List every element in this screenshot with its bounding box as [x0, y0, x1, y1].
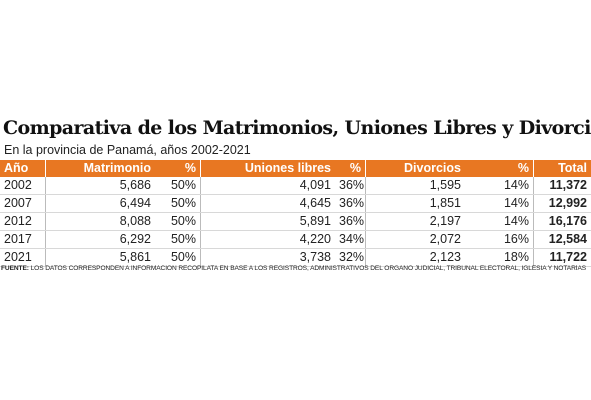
table-cell: 50% — [170, 214, 196, 228]
table-cell: 36% — [339, 178, 365, 192]
title: Comparativa de los Matrimonios, Uniones … — [3, 117, 591, 139]
table-cell: 12,992 — [533, 195, 591, 212]
column-header: Matrimonio — [45, 160, 155, 177]
table-row: 2007 6,494 50% 4,645 36% 1,851 14% 12,992 — [0, 195, 591, 213]
table-cell: 50% — [170, 232, 196, 246]
table-cell: 4,645 — [200, 195, 335, 212]
table-cell: 14% — [503, 214, 529, 228]
table-cell: 11,372 — [533, 177, 591, 194]
table-row: 2002 5,686 50% 4,091 36% 1,595 14% 11,372 — [0, 177, 591, 195]
table-cell: 16,176 — [533, 213, 591, 230]
table-cell: 14% — [503, 178, 529, 192]
table-cell: 12,584 — [533, 231, 591, 248]
footnote-text: LOS DATOS CORRESPONDEN A INFORMACIÓN REC… — [30, 265, 587, 272]
table-cell: 1,595 — [365, 177, 465, 194]
column-header: Año — [4, 161, 29, 175]
table-cell: 50% — [170, 196, 196, 210]
table-row: 2017 6,292 50% 4,220 34% 2,072 16% 12,584 — [0, 231, 591, 249]
column-header: Divorcios — [365, 160, 465, 177]
column-header: Uniones libres — [200, 160, 335, 177]
table-row: 2021 5,861 50% 3,738 32% 2,123 18% 11,722 — [0, 249, 591, 267]
table-cell: 3,738 — [200, 249, 335, 266]
table-cell: 32% — [339, 250, 365, 264]
table-cell: 18% — [503, 250, 529, 264]
table-cell: 8,088 — [45, 213, 155, 230]
header-row: Año Matrimonio% Uniones libres% Divorcios% T… — [0, 160, 591, 177]
table-cell: 5,861 — [45, 249, 155, 266]
footnote-label: FUENTE: — [1, 265, 29, 272]
table-cell: 11,722 — [533, 249, 591, 266]
table-cell: 5,686 — [45, 177, 155, 194]
table-cell: 2,197 — [365, 213, 465, 230]
table-cell: 2017 — [4, 232, 32, 246]
column-header: Total — [533, 160, 591, 177]
table-cell: 16% — [503, 232, 529, 246]
table-cell: 14% — [503, 196, 529, 210]
table-row: 2012 8,088 50% 5,891 36% 2,197 14% 16,176 — [0, 213, 591, 231]
table-cell: 4,220 — [200, 231, 335, 248]
table-cell: 50% — [170, 178, 196, 192]
table-cell: 6,292 — [45, 231, 155, 248]
table-cell: 36% — [339, 214, 365, 228]
table-cell: 2,072 — [365, 231, 465, 248]
table-cell: 34% — [339, 232, 365, 246]
table-cell: 5,891 — [200, 213, 335, 230]
table-cell: 2002 — [4, 178, 32, 192]
table-cell: 2012 — [4, 214, 32, 228]
table-cell: 2021 — [4, 250, 32, 264]
table-cell: 2,123 — [365, 249, 465, 266]
table-cell: 36% — [339, 196, 365, 210]
table-cell: 2007 — [4, 196, 32, 210]
footnote: FUENTE: LOS DATOS CORRESPONDEN A INFORMA… — [1, 265, 590, 272]
table-cell: 4,091 — [200, 177, 335, 194]
subtitle: En la provincia de Panamá, años 2002-202… — [4, 143, 251, 157]
table-cell: 1,851 — [365, 195, 465, 212]
column-header: % — [349, 161, 361, 175]
table-cell: 6,494 — [45, 195, 155, 212]
table-cell: 50% — [170, 250, 196, 264]
column-header: % — [517, 161, 529, 175]
column-header: % — [184, 161, 196, 175]
